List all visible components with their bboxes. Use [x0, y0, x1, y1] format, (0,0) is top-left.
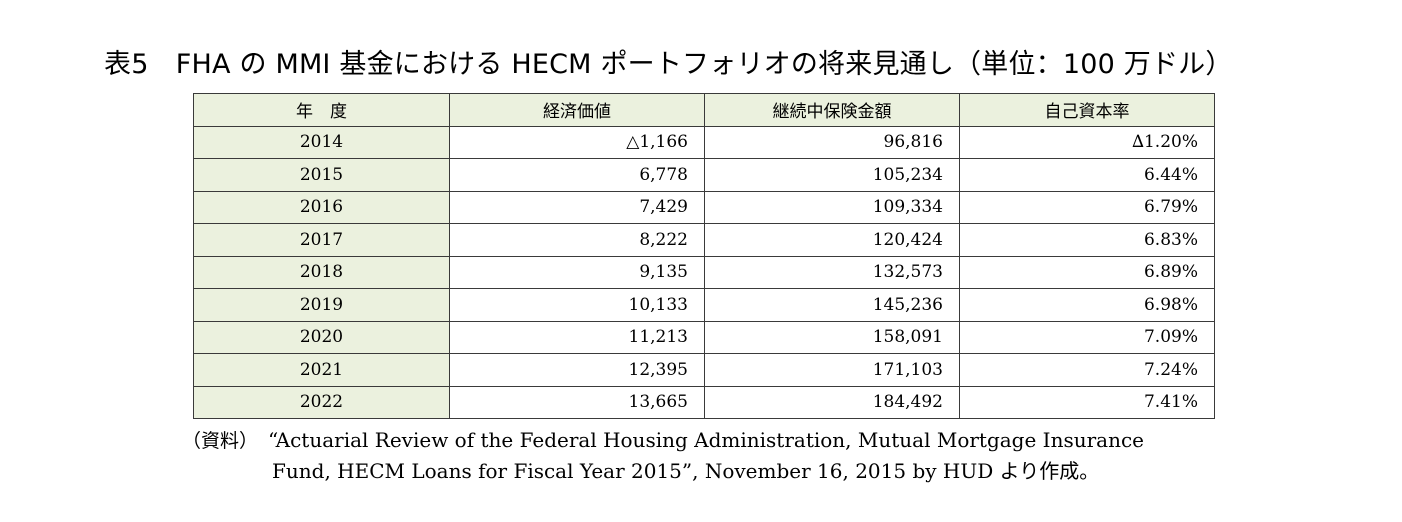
table-header: 年 度 経済価値 継続中保険金額 自己資本率: [193, 93, 1215, 127]
economic-value-cell: △1,166: [449, 125, 705, 159]
data-table: 年 度 経済価値 継続中保険金額 自己資本率 2014 △1,166 96,81…: [193, 93, 1215, 419]
capital-ratio-cell: ∆1.20%: [959, 125, 1215, 159]
year-cell: 2015: [193, 158, 450, 192]
source-citation-line-1: “Actuarial Review of the Federal Housing…: [268, 428, 1145, 452]
table-row: 2021 12,395 171,103 7.24%: [193, 353, 1215, 387]
insurance-in-force-cell: 145,236: [704, 288, 960, 322]
capital-ratio-cell: 6.44%: [959, 158, 1215, 192]
table-row: 2014 △1,166 96,816 ∆1.20%: [193, 125, 1215, 159]
table-title: 表5 FHA の MMI 基金における HECM ポートフォリオの将来見通し（単…: [104, 49, 1233, 80]
table-row: 2017 8,222 120,424 6.83%: [193, 223, 1215, 257]
capital-ratio-cell: 7.24%: [959, 353, 1215, 387]
column-header-fiscal-year: 年 度: [193, 93, 450, 127]
column-header-insurance-in-force: 継続中保険金額: [704, 93, 960, 127]
table-row: 2015 6,778 105,234 6.44%: [193, 158, 1215, 192]
economic-value-cell: 12,395: [449, 353, 705, 387]
insurance-in-force-cell: 171,103: [704, 353, 960, 387]
year-cell: 2019: [193, 288, 450, 322]
year-cell: 2014: [193, 125, 450, 159]
capital-ratio-cell: 6.79%: [959, 190, 1215, 224]
capital-ratio-cell: 7.09%: [959, 320, 1215, 354]
header-row: 年 度 経済価値 継続中保険金額 自己資本率: [193, 93, 1215, 127]
capital-ratio-cell: 7.41%: [959, 385, 1215, 419]
economic-value-cell: 6,778: [449, 158, 705, 192]
economic-value-cell: 7,429: [449, 190, 705, 224]
year-cell: 2018: [193, 255, 450, 289]
capital-ratio-cell: 6.98%: [959, 288, 1215, 322]
table-row: 2016 7,429 109,334 6.79%: [193, 190, 1215, 224]
year-cell: 2016: [193, 190, 450, 224]
capital-ratio-cell: 6.89%: [959, 255, 1215, 289]
source-line-1: （資料） “Actuarial Review of the Federal Hou…: [182, 425, 1144, 456]
year-cell: 2020: [193, 320, 450, 354]
economic-value-cell: 13,665: [449, 385, 705, 419]
economic-value-cell: 9,135: [449, 255, 705, 289]
insurance-in-force-cell: 96,816: [704, 125, 960, 159]
table-body: 2014 △1,166 96,816 ∆1.20% 2015 6,778 105…: [193, 125, 1215, 419]
table-row: 2020 11,213 158,091 7.09%: [193, 320, 1215, 354]
economic-value-cell: 11,213: [449, 320, 705, 354]
insurance-in-force-cell: 184,492: [704, 385, 960, 419]
column-header-capital-ratio: 自己資本率: [959, 93, 1215, 127]
economic-value-cell: 10,133: [449, 288, 705, 322]
insurance-in-force-cell: 120,424: [704, 223, 960, 257]
year-cell: 2021: [193, 353, 450, 387]
source-citation-line-2: Fund, HECM Loans for Fiscal Year 2015”, …: [272, 459, 1100, 483]
table-row: 2019 10,133 145,236 6.98%: [193, 288, 1215, 322]
source-label: （資料）: [182, 430, 259, 452]
source-note: （資料） “Actuarial Review of the Federal Hou…: [182, 425, 1144, 486]
column-header-economic-value: 経済価値: [449, 93, 705, 127]
capital-ratio-cell: 6.83%: [959, 223, 1215, 257]
table-row: 2018 9,135 132,573 6.89%: [193, 255, 1215, 289]
year-cell: 2022: [193, 385, 450, 419]
insurance-in-force-cell: 158,091: [704, 320, 960, 354]
insurance-in-force-cell: 105,234: [704, 158, 960, 192]
insurance-in-force-cell: 132,573: [704, 255, 960, 289]
year-cell: 2017: [193, 223, 450, 257]
table-row: 2022 13,665 184,492 7.41%: [193, 385, 1215, 419]
economic-value-cell: 8,222: [449, 223, 705, 257]
insurance-in-force-cell: 109,334: [704, 190, 960, 224]
